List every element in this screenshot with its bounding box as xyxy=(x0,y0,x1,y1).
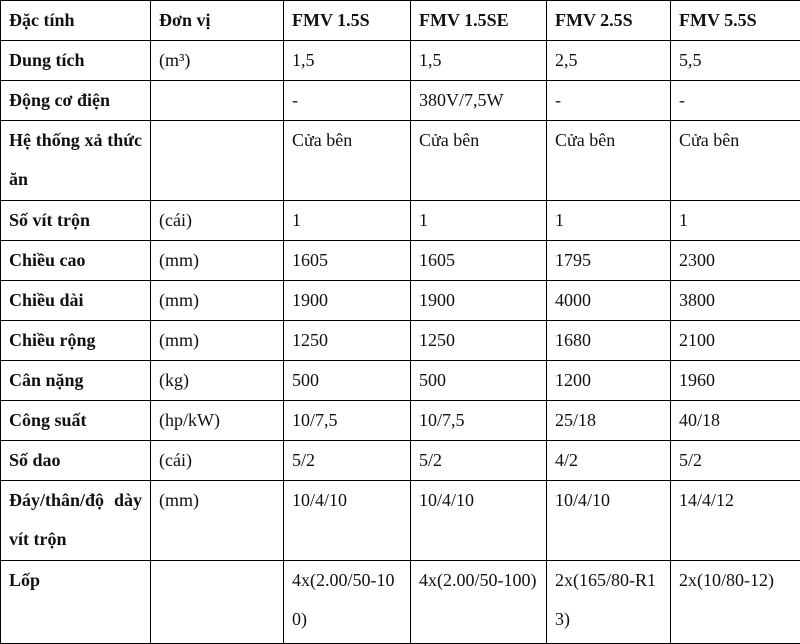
cell: (cái) xyxy=(151,441,284,481)
cell xyxy=(151,81,284,121)
table-row: Động cơ điện-380V/7,5W-- xyxy=(1,81,800,121)
cell xyxy=(151,561,284,644)
cell: 1795 xyxy=(547,241,671,281)
row-label: Công suất xyxy=(1,401,151,441)
cell: (mm) xyxy=(151,241,284,281)
row-label: Động cơ điện xyxy=(1,81,151,121)
row-label: Dung tích xyxy=(1,41,151,81)
cell: Cửa bên xyxy=(284,121,411,201)
cell: 14/4/12 xyxy=(671,481,800,561)
row-label: Chiều dài xyxy=(1,281,151,321)
cell: 1200 xyxy=(547,361,671,401)
cell: 1680 xyxy=(547,321,671,361)
cell: (mm) xyxy=(151,281,284,321)
cell: 1 xyxy=(284,201,411,241)
cell: 2100 xyxy=(671,321,800,361)
row-label: Số vít trộn xyxy=(1,201,151,241)
cell: (hp/kW) xyxy=(151,401,284,441)
cell: 10/4/10 xyxy=(547,481,671,561)
cell: Đơn vị xyxy=(151,1,284,41)
cell: 1 xyxy=(671,201,800,241)
row-label: Cân nặng xyxy=(1,361,151,401)
cell: Cửa bên xyxy=(671,121,800,201)
cell: 40/18 xyxy=(671,401,800,441)
cell: 1605 xyxy=(411,241,547,281)
cell xyxy=(151,121,284,201)
cell: FMV 1.5SE xyxy=(411,1,547,41)
cell: 1605 xyxy=(284,241,411,281)
cell: 5,5 xyxy=(671,41,800,81)
cell: - xyxy=(671,81,800,121)
cell: (kg) xyxy=(151,361,284,401)
cell: Cửa bên xyxy=(547,121,671,201)
cell: - xyxy=(547,81,671,121)
cell: 10/7,5 xyxy=(284,401,411,441)
cell: 4x(2.00/50-100) xyxy=(284,561,411,644)
cell: 2300 xyxy=(671,241,800,281)
cell: FMV 1.5S xyxy=(284,1,411,41)
cell: - xyxy=(284,81,411,121)
row-label: Số dao xyxy=(1,441,151,481)
row-label: Đáy/thân/độ dày vít trộn xyxy=(1,481,151,561)
cell: 4000 xyxy=(547,281,671,321)
cell: 380V/7,5W xyxy=(411,81,547,121)
row-label: Chiều rộng xyxy=(1,321,151,361)
cell: Cửa bên xyxy=(411,121,547,201)
cell: 1250 xyxy=(411,321,547,361)
cell: 3800 xyxy=(671,281,800,321)
cell: (mm) xyxy=(151,321,284,361)
cell: 500 xyxy=(284,361,411,401)
cell: 4/2 xyxy=(547,441,671,481)
cell: 2x(165/80-R13) xyxy=(547,561,671,644)
row-label: Hệ thống xả thức ăn xyxy=(1,121,151,201)
cell: 4x(2.00/50-100) xyxy=(411,561,547,644)
cell: (mm) xyxy=(151,481,284,561)
cell: FMV 2.5S xyxy=(547,1,671,41)
cell: 5/2 xyxy=(671,441,800,481)
cell: 1 xyxy=(547,201,671,241)
cell: 1900 xyxy=(411,281,547,321)
cell: 10/4/10 xyxy=(411,481,547,561)
cell: 10/7,5 xyxy=(411,401,547,441)
cell: (cái) xyxy=(151,201,284,241)
cell: 5/2 xyxy=(284,441,411,481)
cell: 2,5 xyxy=(547,41,671,81)
cell: 5/2 xyxy=(411,441,547,481)
cell: 1960 xyxy=(671,361,800,401)
cell: 25/18 xyxy=(547,401,671,441)
cell: 500 xyxy=(411,361,547,401)
cell: 2x(10/80-12) xyxy=(671,561,800,644)
row-label: Chiều cao xyxy=(1,241,151,281)
cell: 1,5 xyxy=(284,41,411,81)
cell: 10/4/10 xyxy=(284,481,411,561)
cell: (m³) xyxy=(151,41,284,81)
cell: 1900 xyxy=(284,281,411,321)
cell: 1250 xyxy=(284,321,411,361)
cell: 1 xyxy=(411,201,547,241)
row-label: Lốp xyxy=(1,561,151,644)
cell: FMV 5.5S xyxy=(671,1,800,41)
row-label: Đặc tính xyxy=(1,1,151,41)
cell: 1,5 xyxy=(411,41,547,81)
